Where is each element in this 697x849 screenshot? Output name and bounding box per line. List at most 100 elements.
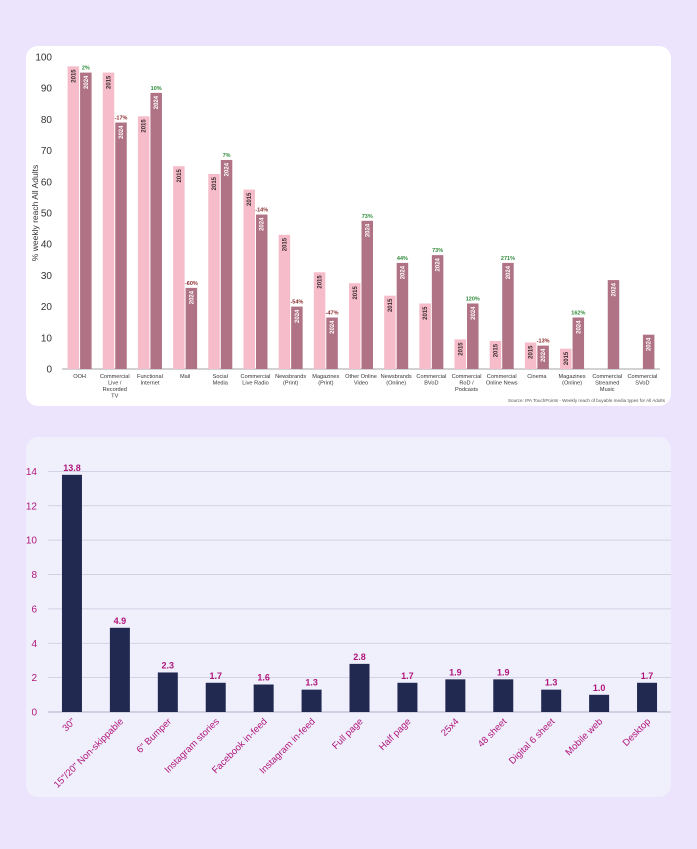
bar-series-label: 2024 [400,265,406,279]
bar-series-label: 2024 [225,162,231,176]
x-tick-label: Podcasts [455,387,478,393]
x-tick-label: 30" [60,716,78,734]
bar-2015 [524,342,537,369]
bar-series-label: 2024 [506,265,512,279]
bar-series-label: 2015 [318,275,324,289]
data-label: 1.3 [305,678,318,688]
y-tick-label: 100 [35,53,52,64]
bar-2015 [349,283,361,369]
bar-2024 [431,255,444,369]
bar [205,682,226,712]
y-tick-label: 8 [31,570,37,581]
x-tick-label: Commercial [487,374,517,380]
change-label: 2% [82,66,90,72]
bar-2024 [220,159,233,369]
bar-2024 [80,72,92,369]
bar-2015 [560,348,572,369]
x-tick-label: Internet [140,381,159,387]
data-label: 1.7 [641,671,654,681]
x-tick-label: Desktop [621,716,653,748]
x-tick-label: Mail [180,374,190,380]
bar-series-label: 2015 [493,343,499,357]
bar-series-label: 2024 [295,309,301,323]
bar-2024 [502,262,514,369]
data-label: 1.7 [209,671,222,681]
change-label: 73% [362,214,373,220]
x-tick-label: Magazines [312,374,339,380]
bar-series-label: 2015 [107,75,113,89]
bar-series-label: 2024 [611,282,617,296]
bar-series-label: 2024 [541,348,547,362]
bar-2024 [291,306,303,369]
bar-2024 [361,220,373,369]
bar-series-label: 2024 [436,257,442,271]
bar [589,694,610,712]
y-tick-label: 70 [41,146,53,157]
bar-2015 [313,272,326,369]
bar [445,679,466,712]
x-tick-label: RoD / [459,381,474,387]
y-tick-label: 0 [31,708,37,719]
y-tick-label: 50 [41,209,53,220]
bar [637,682,658,712]
bar-2024 [572,317,585,369]
y-tick-label: 30 [41,271,53,282]
bar [349,663,370,712]
bar-series-label: 2024 [330,320,336,334]
x-tick-label: 48 sheet [476,716,510,750]
data-label: 1.7 [401,671,414,681]
x-tick-label: (Print) [318,381,333,387]
x-tick-label: Media [213,381,229,387]
data-label: 2.8 [353,652,366,662]
bar-series-label: 2015 [247,192,253,206]
bar-2024 [185,287,198,369]
x-tick-label: Cinema [527,374,547,380]
change-label: 10% [151,86,162,92]
x-tick-label: 6" Bumper [135,716,174,755]
bar-2015 [489,340,502,369]
x-tick-label: Streamed [595,381,619,387]
bar-series-label: 2024 [84,75,90,89]
x-tick-label: OOH [73,374,86,380]
y-tick-label: 10 [26,536,37,547]
bar-series-label: 2015 [564,351,570,365]
bar-2024 [607,280,620,369]
data-label: 4.9 [114,616,127,626]
bar-2015 [137,116,150,369]
bar-2024 [326,317,338,369]
reach-chart-card: % weekly reach All Adults 0 10 20 30 40 50 60 70… [26,46,671,406]
bar-series-label: 2015 [458,342,464,356]
x-tick-label: Mobile web [563,716,605,758]
x-tick-label: Social [213,374,228,380]
change-label: 73% [432,248,443,254]
x-tick-label: Functional [137,374,163,380]
change-label: -54% [290,300,303,306]
bar-2024 [537,345,549,369]
change-label: -60% [185,281,198,287]
bar-series-label: 2015 [423,306,429,320]
bar [493,679,514,712]
bar-series-label: 2015 [212,176,218,190]
bar-series-label: 2015 [388,298,394,312]
x-tick-label: Commercial [416,374,446,380]
change-label: 162% [571,311,585,317]
bar-series-label: 2024 [119,125,125,139]
x-tick-label: Commercial [592,374,622,380]
data-label: 1.0 [593,683,606,693]
y-tick-label: 2 [31,673,37,684]
x-tick-label: Commercial [100,374,130,380]
bar-series-label: 2015 [282,237,288,251]
x-tick-label: (Online) [386,381,406,387]
x-tick-label: Recorded [103,387,127,393]
bar-2024 [396,262,409,369]
y-tick-label: 14 [26,467,37,478]
y-tick-label: 4 [31,639,37,650]
change-label: 120% [466,296,480,302]
y-tick-label: 10 [41,333,53,344]
x-tick-label: Commercial [452,374,482,380]
bar [397,682,418,712]
bar-series-label: 2024 [260,217,266,231]
y-tick-label: 60 [41,177,53,188]
data-label: 1.6 [257,673,270,683]
bar-2015 [67,66,80,370]
